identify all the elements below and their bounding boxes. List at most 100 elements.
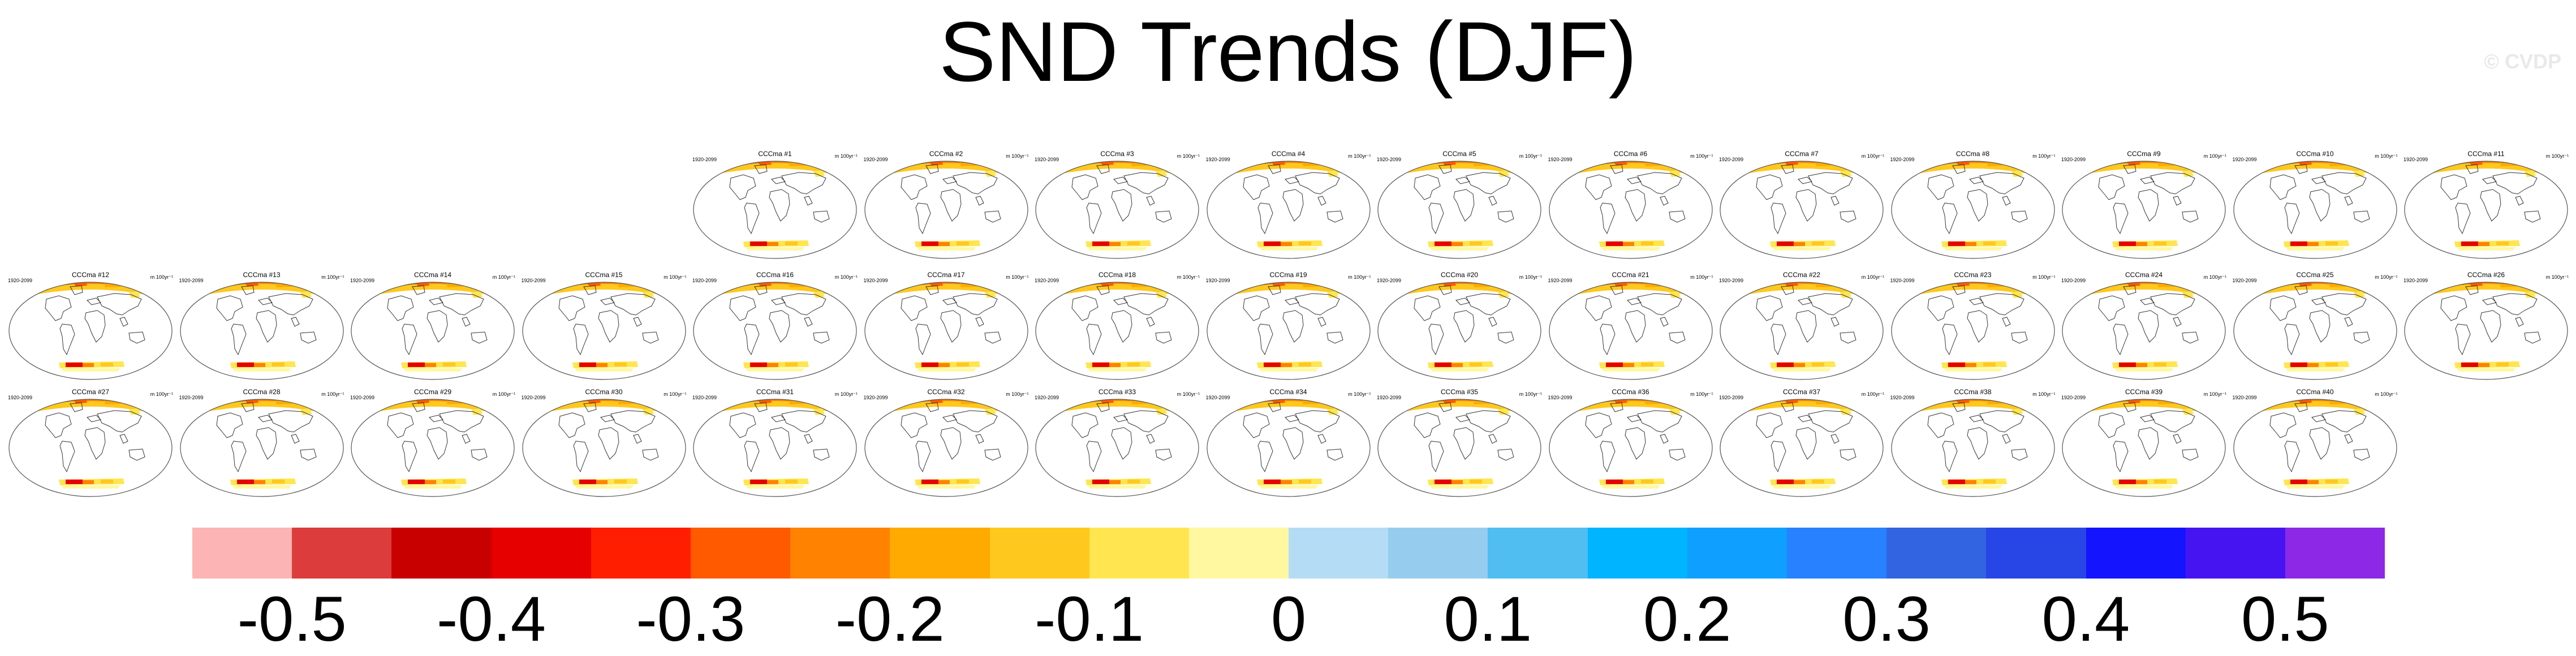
world-map <box>1720 399 1884 497</box>
world-map <box>351 399 515 497</box>
panel-years: 1920-2099 <box>863 395 888 400</box>
map-panel: CCCma #13 1920-2099 m 100yr⁻¹ <box>178 270 346 383</box>
panel-title: CCCma #27 <box>71 388 110 396</box>
panel-years: 1920-2099 <box>521 278 546 283</box>
colorbar-tick-label: 0.3 <box>1842 584 1931 654</box>
panel-years: 1920-2099 <box>692 278 717 283</box>
panel-years: 1920-2099 <box>2232 157 2257 162</box>
world-map <box>864 399 1028 497</box>
panel-title: CCCma #33 <box>1098 388 1136 396</box>
map-panel: CCCma #30 1920-2099 m 100yr⁻¹ <box>520 387 688 500</box>
colorbar-box <box>1787 528 1887 579</box>
panel-title: CCCma #25 <box>2296 271 2334 279</box>
map-panel: CCCma #31 1920-2099 m 100yr⁻¹ <box>691 387 859 500</box>
world-map <box>179 399 344 497</box>
panel-years: 1920-2099 <box>179 278 204 283</box>
panel-units: m 100yr⁻¹ <box>321 391 344 397</box>
panel-units: m 100yr⁻¹ <box>2032 391 2056 397</box>
colorbar-box <box>1886 528 1987 579</box>
map-panel: CCCma #8 1920-2099 m 100yr⁻¹ <box>1889 149 2057 262</box>
map-panel: CCCma #15 1920-2099 m 100yr⁻¹ <box>520 270 688 383</box>
map-panel: CCCma #3 1920-2099 m 100yr⁻¹ <box>1033 149 1201 262</box>
panel-years: 1920-2099 <box>1035 278 1059 283</box>
panel-units: m 100yr⁻¹ <box>1006 153 1029 159</box>
panel-units: m 100yr⁻¹ <box>834 274 858 280</box>
colorbar-tick-label: 0.1 <box>1444 584 1532 654</box>
panel-title: CCCma #15 <box>585 271 623 279</box>
panel-units: m 100yr⁻¹ <box>492 391 515 397</box>
panel-units: m 100yr⁻¹ <box>1690 391 1713 397</box>
world-map <box>351 282 515 380</box>
world-map <box>693 161 857 259</box>
panel-title: CCCma #24 <box>2125 271 2163 279</box>
panel-years: 1920-2099 <box>8 278 33 283</box>
colorbar-box <box>890 528 990 579</box>
world-map <box>2233 282 2397 380</box>
world-map <box>179 282 344 380</box>
world-map <box>1890 161 2055 259</box>
panel-units: m 100yr⁻¹ <box>1006 391 1029 397</box>
world-map <box>1548 161 1713 259</box>
panel-title: CCCma #3 <box>1100 150 1134 158</box>
panel-years: 1920-2099 <box>1035 157 1059 162</box>
map-panel: CCCma #1 1920-2099 m 100yr⁻¹ <box>691 149 859 262</box>
world-map <box>693 399 857 497</box>
colorbar <box>192 528 2385 579</box>
panel-years: 1920-2099 <box>1205 278 1230 283</box>
map-panel: CCCma #18 1920-2099 m 100yr⁻¹ <box>1033 270 1201 383</box>
world-map <box>1035 161 1199 259</box>
panel-units: m 100yr⁻¹ <box>2203 391 2226 397</box>
panel-units: m 100yr⁻¹ <box>2375 391 2398 397</box>
world-map <box>1206 399 1371 497</box>
panel-units: m 100yr⁻¹ <box>1861 153 1884 159</box>
map-panel: CCCma #35 1920-2099 m 100yr⁻¹ <box>1376 387 1543 500</box>
panel-units: m 100yr⁻¹ <box>1348 274 1371 280</box>
panel-title: CCCma #21 <box>1612 271 1649 279</box>
colorbar-box <box>2086 528 2186 579</box>
world-map <box>1720 161 1884 259</box>
panel-years: 1920-2099 <box>1548 395 1573 400</box>
panel-units: m 100yr⁻¹ <box>321 274 344 280</box>
world-map <box>522 399 686 497</box>
panel-title: CCCma #26 <box>2467 271 2505 279</box>
colorbar-tick-label: 0.5 <box>2241 584 2329 654</box>
colorbar-tick-label: -0.5 <box>237 584 347 654</box>
panel-title: CCCma #34 <box>1269 388 1307 396</box>
panel-years: 1920-2099 <box>2061 278 2086 283</box>
colorbar-tick-label: -0.4 <box>437 584 546 654</box>
world-map <box>2062 282 2226 380</box>
panel-title: CCCma #6 <box>1613 150 1648 158</box>
panel-years: 1920-2099 <box>2061 157 2086 162</box>
panel-units: m 100yr⁻¹ <box>2032 153 2056 159</box>
colorbar-tick-label: 0.4 <box>2041 584 2130 654</box>
panel-title: CCCma #28 <box>243 388 281 396</box>
panel-title: CCCma #36 <box>1612 388 1649 396</box>
figure-title: SND Trends (DJF) <box>939 4 1637 99</box>
world-map <box>1377 282 1541 380</box>
panel-years: 1920-2099 <box>1377 157 1402 162</box>
world-map <box>2233 399 2397 497</box>
panel-title: CCCma #31 <box>756 388 794 396</box>
world-map <box>8 399 173 497</box>
world-map <box>2233 161 2397 259</box>
panel-units: m 100yr⁻¹ <box>1348 153 1371 159</box>
panel-units: m 100yr⁻¹ <box>834 391 858 397</box>
colorbar-box <box>1986 528 2086 579</box>
colorbar-box <box>1488 528 1588 579</box>
map-panel: CCCma #5 1920-2099 m 100yr⁻¹ <box>1376 149 1543 262</box>
world-map <box>2062 399 2226 497</box>
panel-title: CCCma #16 <box>756 271 794 279</box>
panel-years: 1920-2099 <box>179 395 204 400</box>
map-panel: CCCma #29 1920-2099 m 100yr⁻¹ <box>349 387 516 500</box>
panel-years: 1920-2099 <box>350 278 375 283</box>
panel-title: CCCma #2 <box>929 150 963 158</box>
panel-years: 1920-2099 <box>1548 278 1573 283</box>
colorbar-tick-label: -0.2 <box>835 584 945 654</box>
world-map <box>2404 161 2568 259</box>
panel-units: m 100yr⁻¹ <box>664 391 687 397</box>
panel-units: m 100yr⁻¹ <box>2203 274 2226 280</box>
map-panel: CCCma #28 1920-2099 m 100yr⁻¹ <box>178 387 346 500</box>
panel-years: 1920-2099 <box>1377 395 1402 400</box>
colorbar-box <box>989 528 1089 579</box>
panel-years: 1920-2099 <box>2061 395 2086 400</box>
